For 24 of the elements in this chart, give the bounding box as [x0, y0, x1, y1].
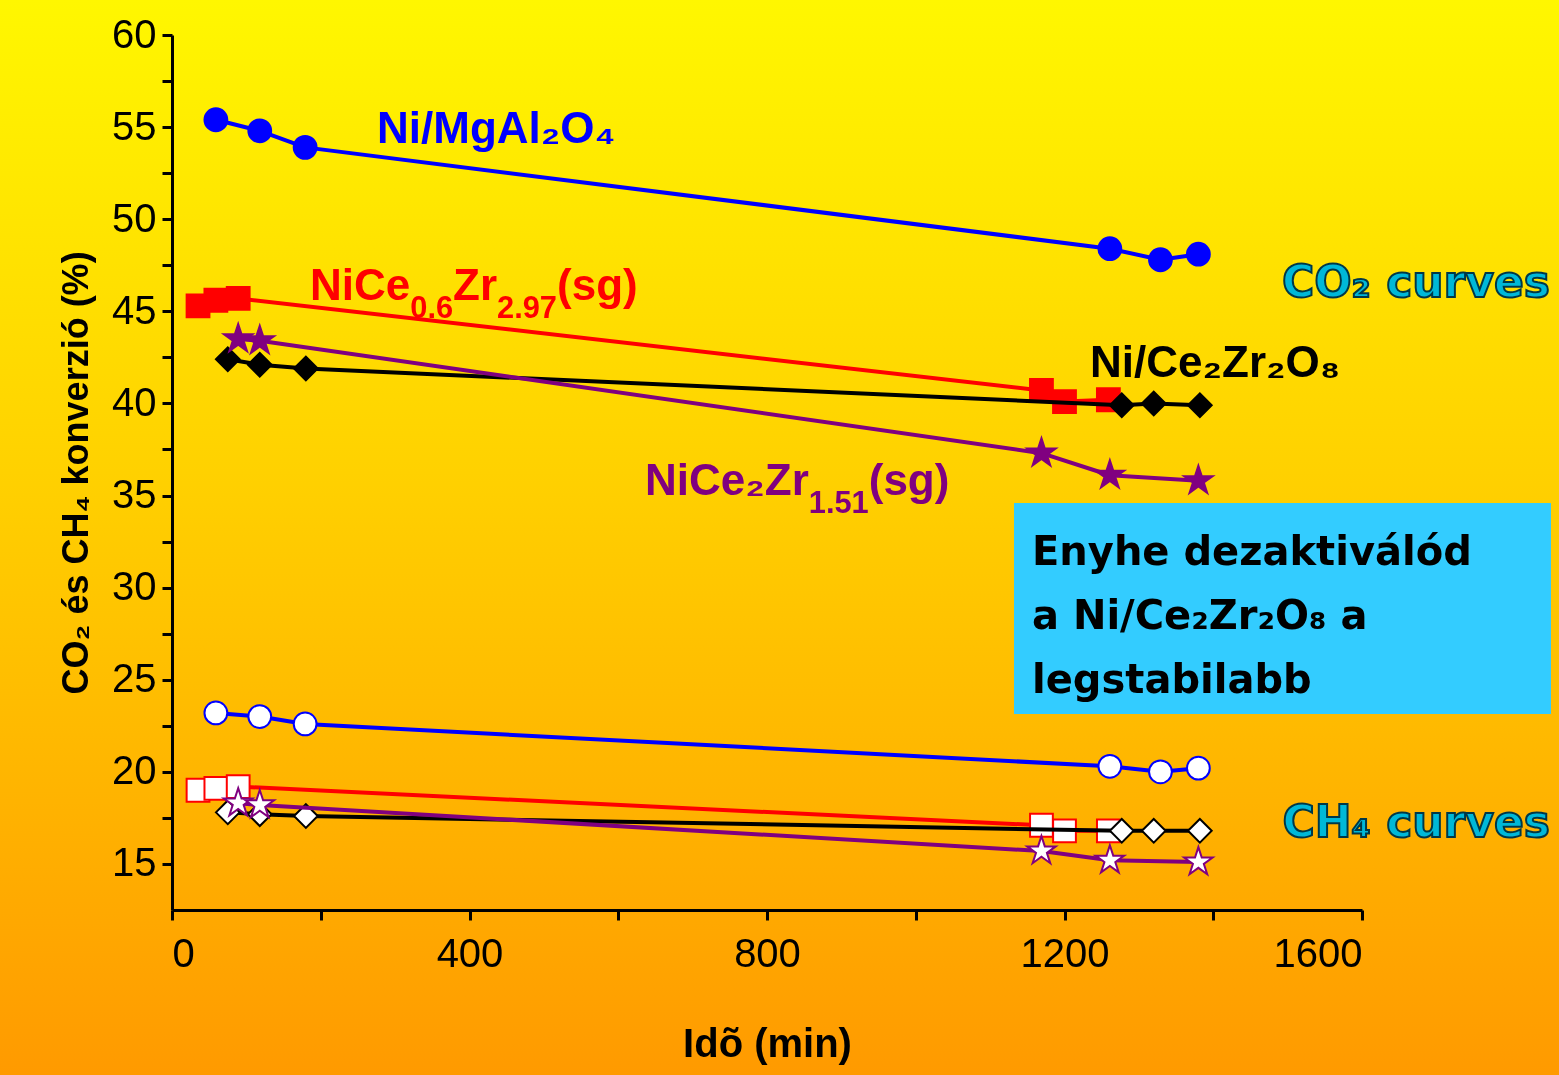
y-tick-label: 15 — [112, 840, 157, 885]
annotation: CO₂ curves — [1281, 256, 1550, 307]
x-tick-label: 400 — [436, 930, 504, 975]
y-tick-label: 60 — [112, 11, 157, 56]
y-tick-label: 40 — [112, 379, 157, 424]
x-tick-label: 1200 — [1020, 930, 1110, 975]
y-tick-label: 45 — [112, 287, 157, 332]
series-label: Ni/MgAl₂O₄ — [377, 103, 616, 152]
series-label: Ni/Ce₂Zr₂O₈ — [1090, 337, 1341, 386]
series-label: NiCe$_{0.6}$Zr$_{2.97}$(sg) — [310, 260, 638, 325]
y-tick-label: 35 — [112, 472, 157, 517]
y-axis-title: CO₂ és CH₄ konverzió (%) — [55, 251, 97, 695]
x-tick-label: 800 — [734, 930, 801, 975]
series-label: NiCe₂Zr$_{1.51}$(sg) — [645, 455, 950, 520]
y-tick-label: 55 — [112, 103, 157, 148]
annotation: Enyhe dezaktiválód a Ni/Ce₂Zr₂O₈ a legstabilabb — [1032, 528, 1472, 702]
y-tick-label: 20 — [112, 748, 157, 793]
y-tick-label: 50 — [112, 195, 157, 240]
y-tick-label: 30 — [112, 564, 157, 609]
y-tick-label: 25 — [112, 656, 157, 701]
annotation: CH₄ curves — [1282, 796, 1550, 847]
x-axis-title: Idõ (min) — [683, 1020, 852, 1065]
x-tick-label: 0 — [172, 930, 195, 975]
x-tick-label: 1600 — [1273, 930, 1363, 975]
